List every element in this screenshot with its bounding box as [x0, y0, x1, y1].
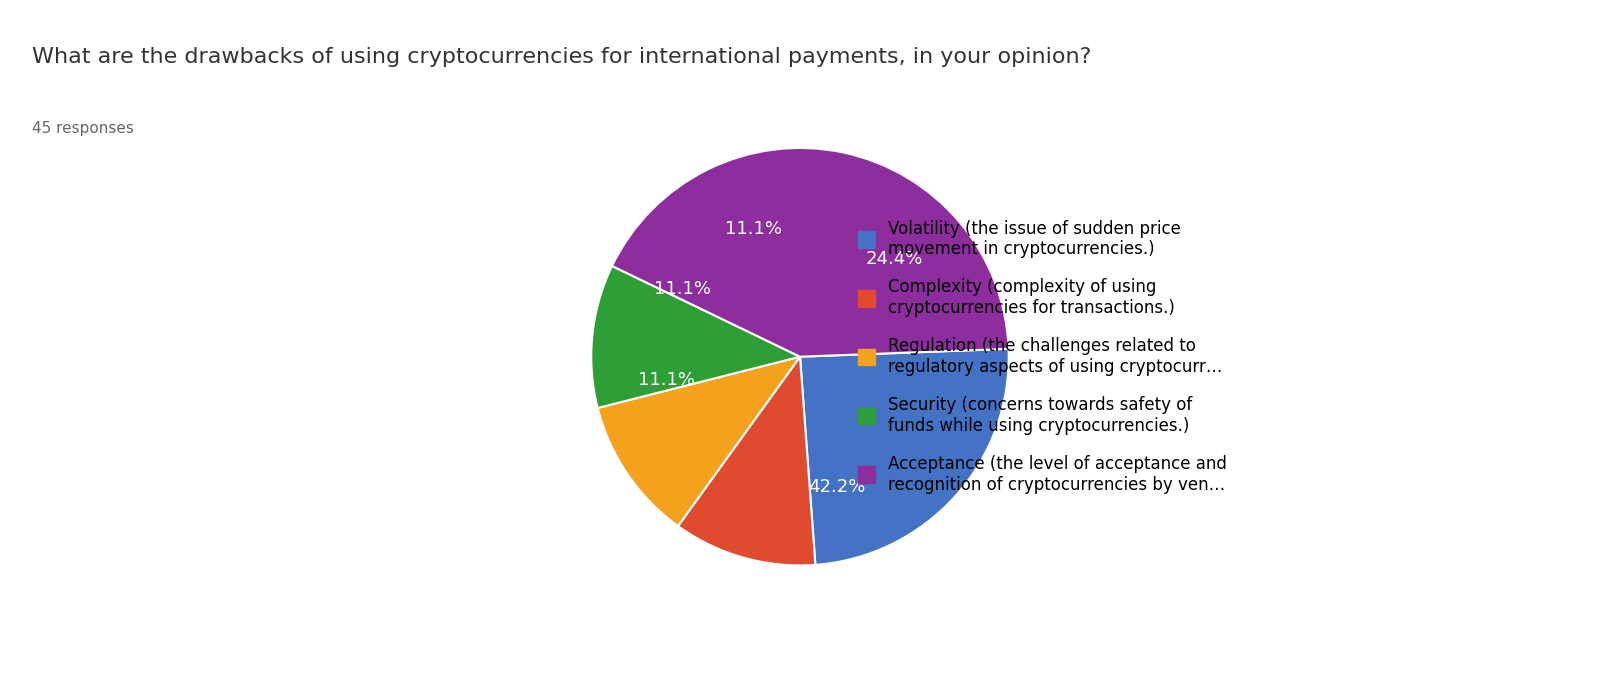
Text: 24.4%: 24.4%: [866, 250, 923, 268]
Wedge shape: [613, 148, 1008, 357]
Text: 45 responses: 45 responses: [32, 121, 134, 136]
Legend: Volatility (the issue of sudden price
movement in cryptocurrencies.), Complexity: Volatility (the issue of sudden price mo…: [850, 211, 1235, 502]
Wedge shape: [800, 349, 1008, 565]
Wedge shape: [592, 266, 800, 408]
Text: What are the drawbacks of using cryptocurrencies for international payments, in : What are the drawbacks of using cryptocu…: [32, 47, 1091, 67]
Wedge shape: [678, 357, 816, 565]
Text: 11.1%: 11.1%: [725, 220, 782, 238]
Text: 11.1%: 11.1%: [654, 280, 710, 297]
Wedge shape: [598, 357, 800, 526]
Text: 11.1%: 11.1%: [638, 371, 694, 389]
Text: 42.2%: 42.2%: [808, 479, 866, 496]
